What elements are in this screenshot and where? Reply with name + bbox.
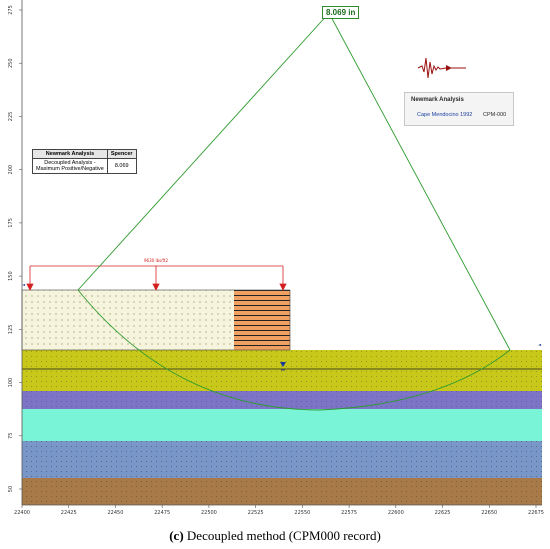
x-tick-label: 22650 — [481, 510, 497, 516]
x-tick-label: 22475 — [154, 510, 170, 516]
figure-caption: (c) Decoupled method (CPM000 record) — [0, 528, 550, 544]
layer-purple-dots — [22, 391, 542, 409]
caption-label: (c) — [169, 528, 184, 543]
embankment-dots — [22, 290, 234, 350]
newmark-record-id: CPM-000 — [483, 112, 507, 118]
results-row-label-line1: Decoupled Analysis - — [44, 160, 96, 166]
distributed-load — [26, 265, 287, 291]
x-tick-label: 22625 — [435, 510, 451, 516]
y-tick-label: 75 — [8, 433, 14, 439]
y-tick-label: 275 — [8, 5, 14, 15]
results-row-value: 8.069 — [106, 158, 137, 174]
newmark-record-link[interactable]: Cape Mendocino 1992 — [417, 112, 473, 118]
water-table-marker — [280, 362, 286, 367]
x-tick-label: 22550 — [294, 510, 310, 516]
newmark-panel-title: Newmark Analysis — [411, 97, 464, 103]
results-header-left: Newmark Analysis — [32, 149, 108, 159]
layer-blue-dots — [22, 441, 542, 478]
y-tick-label: 225 — [8, 112, 14, 122]
seismic-record-icon — [417, 57, 466, 79]
newmark-panel[interactable]: Newmark Analysis Cape Mendocino 1992 CPM… — [404, 92, 514, 126]
slip-radius-right — [328, 12, 511, 351]
x-tick-label: 22400 — [14, 510, 30, 516]
load-label: 9630 lbs/ft2 — [144, 258, 168, 263]
x-tick-label: 22450 — [108, 510, 124, 516]
layer-yellow-dots — [22, 350, 542, 391]
y-tick-label: 175 — [8, 218, 14, 228]
layer-marker-right: ◄ — [538, 342, 542, 347]
x-tick-label: 22575 — [341, 510, 357, 516]
x-tick-label: 22675 — [528, 510, 544, 516]
slip-radius-left — [77, 12, 330, 291]
y-tick-label: 125 — [8, 325, 14, 335]
caption-text: Decoupled method (CPM000 record) — [183, 528, 381, 543]
results-table: Newmark Analysis Spencer Decoupled Analy… — [32, 149, 137, 174]
y-tick-label: 250 — [8, 58, 14, 68]
x-tick-label: 22425 — [61, 510, 77, 516]
y-axis-ticks: 50 75 100 125 150 175 200 225 250 275 — [8, 5, 22, 492]
results-row-label-line2: Maximum Positive/Negative — [36, 166, 104, 172]
results-row-label: Decoupled Analysis - Maximum Positive/Ne… — [32, 158, 108, 174]
y-tick-label: 100 — [8, 378, 14, 388]
displacement-label: 8.069 in — [322, 6, 360, 19]
x-tick-label: 22600 — [388, 510, 404, 516]
y-tick-label: 200 — [8, 165, 14, 175]
striped-block — [234, 290, 290, 350]
x-tick-label: 22500 — [201, 510, 217, 516]
layer-brown-dots — [22, 478, 542, 505]
y-tick-label: 50 — [8, 486, 14, 492]
slip-surface-circle-arc — [77, 289, 511, 411]
y-tick-label: 150 — [8, 271, 14, 281]
layer-marker-left: ◄ — [22, 282, 26, 287]
x-tick-label: 22525 — [248, 510, 264, 516]
x-axis-ticks: 22400 22425 22450 22475 22500 22525 22550 22575… — [14, 505, 544, 516]
layer-aqua — [22, 409, 542, 441]
results-header-right: Spencer — [106, 149, 137, 159]
